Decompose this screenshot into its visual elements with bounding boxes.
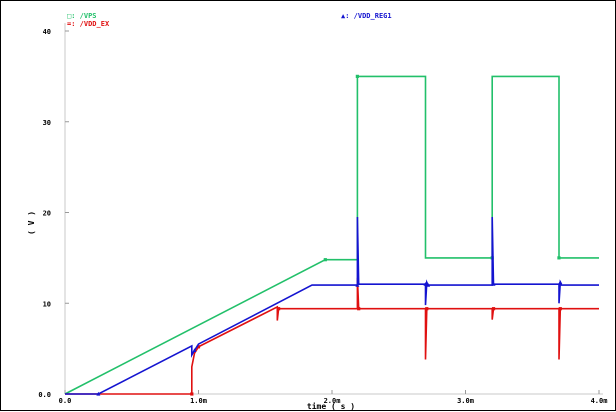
- legend-entry-0: □: /VPS: [67, 12, 97, 20]
- y-tick-label: 30: [43, 119, 51, 127]
- x-axis-label: time ( s ): [307, 401, 355, 411]
- x-tick-label: 0.0: [59, 397, 72, 405]
- series-marker: [423, 281, 428, 286]
- legend-marker: □:: [67, 12, 80, 20]
- series-marker: [277, 307, 281, 311]
- series-marker: [491, 281, 496, 286]
- series-marker: [425, 307, 429, 311]
- series-line-1: [65, 277, 599, 395]
- y-tick-label: 40: [43, 28, 51, 36]
- x-tick-label: 4.0m: [591, 397, 608, 405]
- legend-label: /VPS: [80, 12, 97, 20]
- legend-label: /VDD_EX: [80, 20, 110, 28]
- series-marker: [192, 348, 197, 353]
- y-tick-label: 0.0: [38, 391, 51, 399]
- series-marker: [190, 392, 194, 396]
- series-line-2: [65, 216, 599, 395]
- legend-marker: =:: [67, 20, 80, 28]
- series-marker: [196, 345, 201, 349]
- y-axis-label: ( V ): [27, 211, 36, 235]
- x-tick-label: 2.0m: [324, 397, 341, 405]
- series-marker: [426, 282, 431, 287]
- series-marker: [357, 307, 361, 311]
- series-marker: [558, 280, 563, 284]
- series-marker: [96, 391, 101, 396]
- x-tick-label: 3.0m: [457, 397, 474, 405]
- y-tick-label: 20: [43, 210, 51, 218]
- series-marker: [558, 307, 562, 311]
- legend-marker: ▲:: [341, 12, 354, 20]
- series-marker: [557, 256, 561, 260]
- series-marker: [491, 307, 496, 311]
- legend-entry-2: ▲: /VDD_REG1: [341, 12, 392, 20]
- legend-entry-1: =: /VDD_EX: [67, 20, 110, 28]
- x-tick-label: 1.0m: [190, 397, 207, 405]
- legend-label: /VDD_REG1: [354, 12, 392, 20]
- series-line-0: [64, 75, 599, 395]
- series-marker: [355, 282, 360, 287]
- series-marker: [323, 258, 327, 262]
- series-marker: [355, 74, 359, 78]
- y-tick-label: 10: [43, 300, 51, 308]
